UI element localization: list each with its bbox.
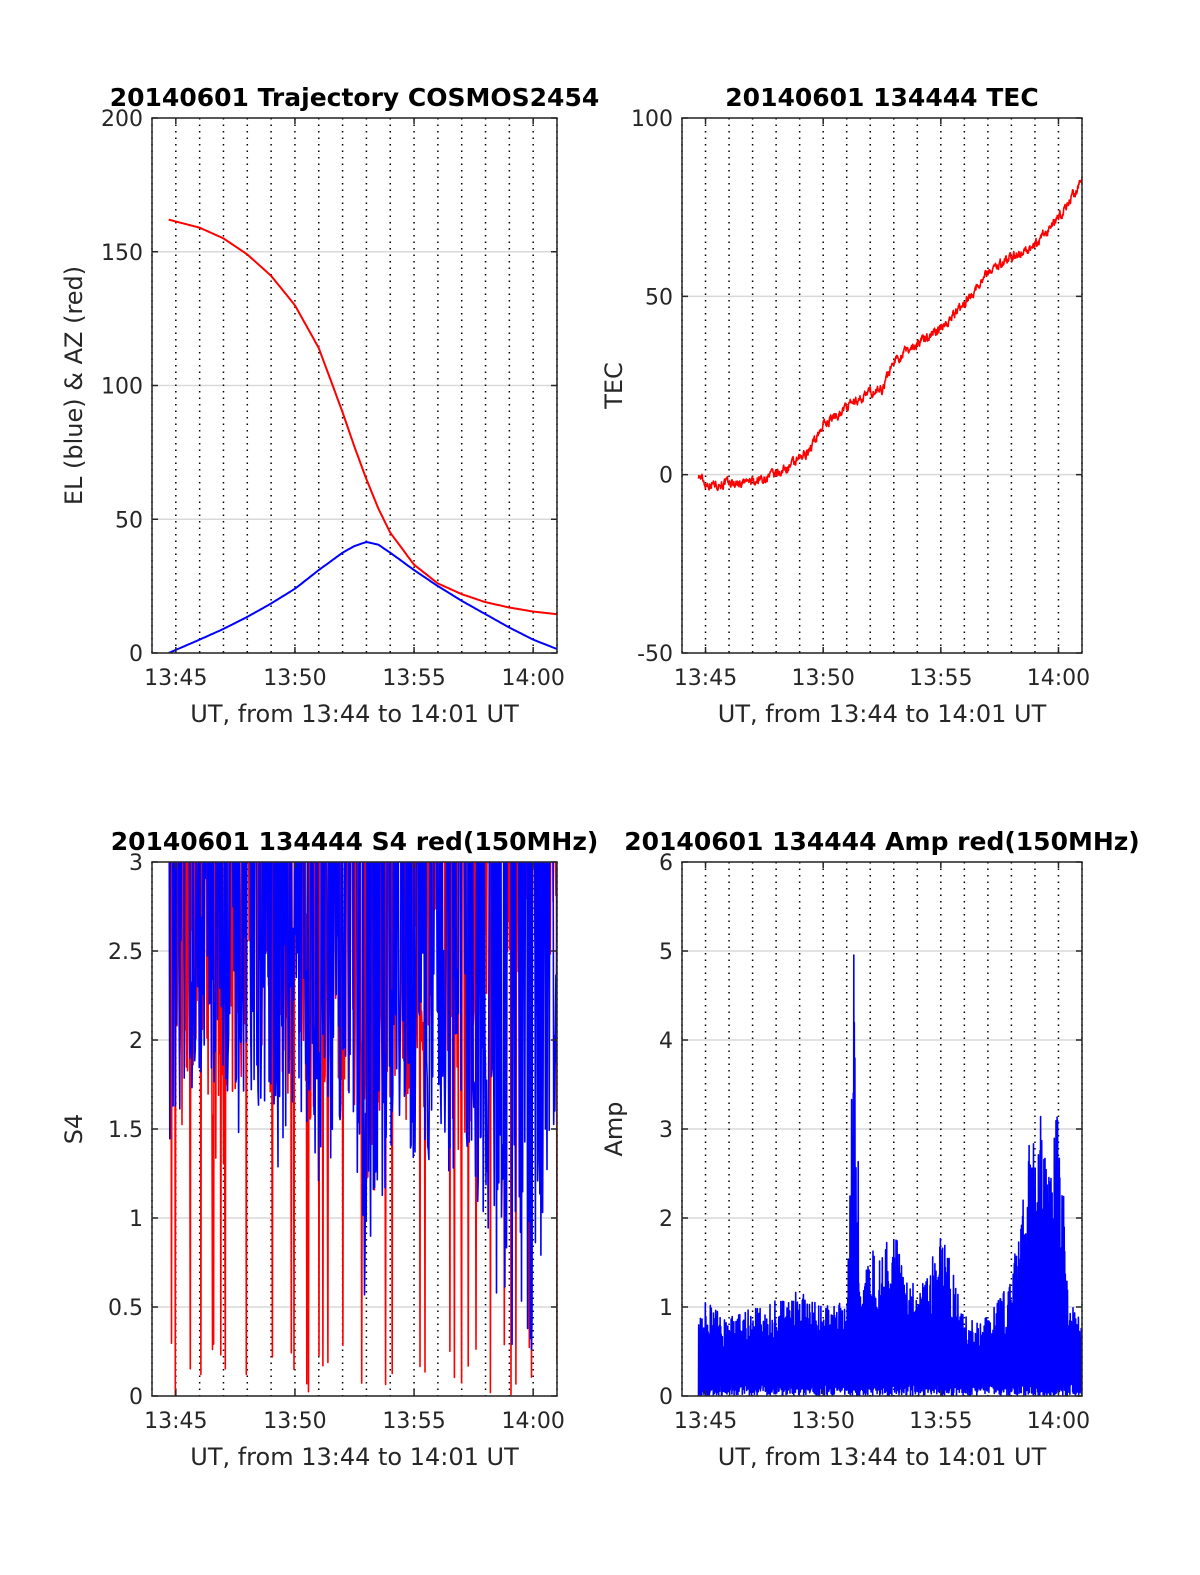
chart-title: 20140601 134444 S4 red(150MHz) xyxy=(111,827,599,856)
y-tick-label: 0.5 xyxy=(108,1296,143,1321)
plot-area xyxy=(168,218,557,653)
y-tick-label: 2.5 xyxy=(108,940,143,965)
x-tick-label: 13:55 xyxy=(909,666,972,691)
x-tick-label: 14:00 xyxy=(1027,1409,1090,1434)
x-axis-label: UT, from 13:44 to 14:01 UT xyxy=(190,700,519,728)
series-line-1 xyxy=(168,218,557,616)
y-tick-label: 2 xyxy=(129,1029,143,1054)
y-tick-label: 200 xyxy=(101,107,143,132)
x-tick-label: 13:55 xyxy=(909,1409,972,1434)
panel-1: 0 50 100 150 200 13:45 13:50 13:55 14:00 20140601… xyxy=(60,83,599,728)
y-tick-label: 150 xyxy=(101,241,143,266)
y-tick-label: 3 xyxy=(659,1118,673,1143)
x-axis-label: UT, from 13:44 to 14:01 UT xyxy=(718,1443,1047,1471)
axes-box xyxy=(681,117,1083,654)
y-tick-label: 6 xyxy=(659,851,673,876)
y-axis-label: TEC xyxy=(600,362,628,410)
y-tick-label: -50 xyxy=(637,642,673,667)
plot-area xyxy=(697,178,1082,492)
y-tick-label: 100 xyxy=(101,375,143,400)
y-axis-label: EL (blue) & AZ (red) xyxy=(60,266,88,505)
y-tick-label: 0 xyxy=(659,464,673,489)
y-tick-label: 0 xyxy=(659,1385,673,1410)
x-tick-label: 14:00 xyxy=(501,666,564,691)
panel-2: -50 0 50 100 13:45 13:50 13:55 14:00 20140601 13… xyxy=(600,83,1090,728)
y-axis-label: S4 xyxy=(60,1114,88,1145)
panel-3: 0 0.5 1 1.5 2 2.5 3 13:45 13:50 13:55 14:00 2014060… xyxy=(60,827,599,1471)
x-tick-label: 14:00 xyxy=(501,1409,564,1434)
x-axis-label: UT, from 13:44 to 14:01 UT xyxy=(718,700,1047,728)
series-line-1 xyxy=(697,954,1082,1396)
y-tick-label: 1 xyxy=(129,1207,143,1232)
y-axis-label: Amp xyxy=(600,1101,628,1156)
y-tick-label: 0 xyxy=(129,1385,143,1410)
x-tick-label: 13:50 xyxy=(791,666,854,691)
plot-area xyxy=(697,954,1082,1396)
x-tick-label: 13:50 xyxy=(263,1409,326,1434)
x-tick-label: 14:00 xyxy=(1027,666,1090,691)
y-tick-label: 1.5 xyxy=(108,1118,143,1143)
chart-title: 20140601 134444 TEC xyxy=(725,83,1038,112)
y-tick-label: 50 xyxy=(645,285,673,310)
y-tick-label: 5 xyxy=(659,940,673,965)
x-tick-label: 13:55 xyxy=(382,1409,445,1434)
x-tick-label: 13:45 xyxy=(674,666,737,691)
series-line-2 xyxy=(168,862,557,1351)
chart-title: 20140601 Trajectory COSMOS2454 xyxy=(110,83,600,112)
y-tick-label: 2 xyxy=(659,1207,673,1232)
panel-4: 0 1 2 3 4 5 6 13:45 13:50 13:55 14:00 20140601 1344… xyxy=(600,827,1140,1471)
x-axis-label: UT, from 13:44 to 14:01 UT xyxy=(190,1443,519,1471)
series-line-1 xyxy=(697,178,1082,492)
series-line-2 xyxy=(168,541,557,653)
plot-area xyxy=(168,862,557,1396)
y-tick-label: 0 xyxy=(129,642,143,667)
chart-title: 20140601 134444 Amp red(150MHz) xyxy=(624,827,1140,856)
x-tick-label: 13:50 xyxy=(791,1409,854,1434)
x-tick-label: 13:55 xyxy=(382,666,445,691)
y-tick-label: 100 xyxy=(631,107,673,132)
y-tick-label: 50 xyxy=(115,508,143,533)
y-tick-label: 4 xyxy=(659,1029,673,1054)
x-tick-label: 13:45 xyxy=(674,1409,737,1434)
y-tick-label: 1 xyxy=(659,1296,673,1321)
x-tick-label: 13:45 xyxy=(144,666,207,691)
x-tick-label: 13:50 xyxy=(263,666,326,691)
x-tick-label: 13:45 xyxy=(144,1409,207,1434)
y-tick-label: 3 xyxy=(129,851,143,876)
